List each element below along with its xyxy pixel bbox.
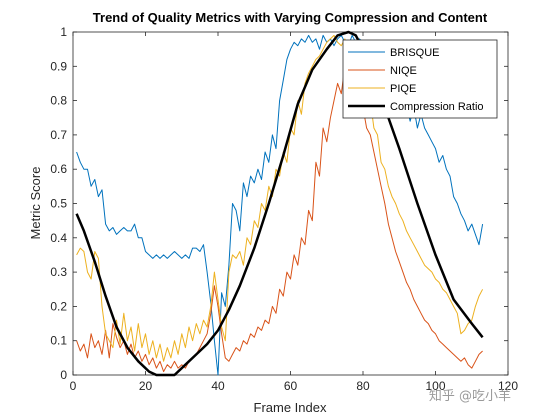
legend-label-compression-ratio: Compression Ratio bbox=[390, 101, 484, 113]
chart-title: Trend of Quality Metrics with Varying Co… bbox=[93, 10, 488, 25]
y-ticks: 0 0.1 0.2 0.3 0.4 0.5 0.6 0.7 0.8 0.9 1 bbox=[50, 25, 508, 382]
x-tick-label: 60 bbox=[284, 379, 298, 393]
x-ticks: 0 20 40 60 80 100 120 bbox=[70, 32, 518, 393]
series-line-compression-ratio bbox=[75, 30, 484, 377]
y-tick-label: 0.6 bbox=[50, 162, 67, 176]
legend-label-niqe: NIQE bbox=[390, 65, 417, 77]
x-tick-label: 100 bbox=[425, 379, 445, 393]
y-tick-label: 1 bbox=[60, 25, 67, 39]
x-tick-label: 40 bbox=[211, 379, 225, 393]
legend-label-brisque: BRISQUE bbox=[390, 47, 440, 59]
x-tick-label: 0 bbox=[70, 379, 77, 393]
x-tick-label: 20 bbox=[139, 379, 153, 393]
series-lines bbox=[75, 30, 484, 377]
y-tick-label: 0.2 bbox=[50, 299, 67, 313]
series-line-niqe bbox=[76, 65, 483, 373]
x-tick-label: 120 bbox=[498, 379, 518, 393]
watermark: 知乎 @吃小羊 bbox=[429, 388, 511, 404]
y-tick-label: 0.8 bbox=[50, 94, 67, 108]
x-axis-label: Frame Index bbox=[254, 400, 327, 415]
y-axis-label: Metric Score bbox=[28, 167, 43, 240]
y-tick-label: 0.5 bbox=[50, 197, 67, 211]
y-tick-label: 0.3 bbox=[50, 265, 67, 279]
y-tick-label: 0 bbox=[60, 368, 67, 382]
legend-label-piqe: PIQE bbox=[390, 83, 416, 95]
y-tick-label: 0.4 bbox=[50, 231, 67, 245]
y-tick-label: 0.7 bbox=[50, 128, 67, 142]
series-line-piqe bbox=[76, 34, 484, 362]
y-tick-label: 0.9 bbox=[50, 59, 67, 73]
legend: BRISQUE NIQE PIQE Compression Ratio bbox=[342, 39, 498, 119]
x-tick-label: 80 bbox=[356, 379, 370, 393]
y-tick-label: 0.1 bbox=[50, 334, 67, 348]
